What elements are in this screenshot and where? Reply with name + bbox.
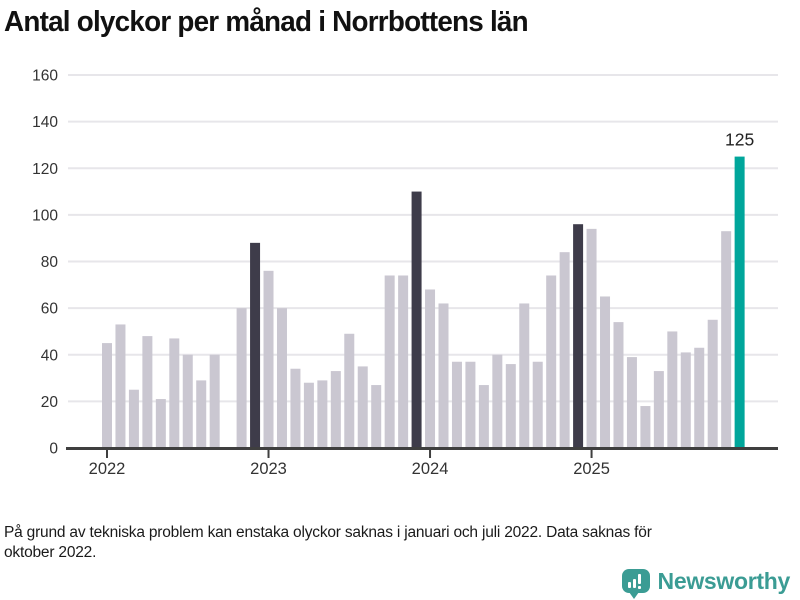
y-axis-tick-label: 100 [32,207,58,224]
y-axis-tick-label: 60 [41,301,59,318]
bar [613,322,624,449]
bar [680,352,691,449]
bar [209,354,220,449]
bar [128,389,139,449]
highlighted-bar-december [573,224,584,449]
highlighted-bar-december [411,191,422,449]
x-axis-tick-label: 2025 [573,460,610,478]
bar [290,368,301,449]
x-axis-tick [590,450,593,458]
chart-title: Antal olyckor per månad i Norrbottens lä… [4,6,529,38]
bar [586,228,597,449]
bar [115,324,126,449]
bar [263,270,274,449]
x-axis-tick-label: 2024 [412,460,449,478]
bar [142,336,153,449]
bar [102,343,112,449]
bar [169,338,180,449]
bar [196,380,207,449]
y-axis-tick-label: 80 [41,254,59,271]
bar [155,399,166,449]
newsworthy-bubble-chart-icon [621,568,650,599]
bar [398,275,409,449]
highlighted-bar-december [250,242,261,449]
bar [236,308,247,449]
bar [505,364,516,449]
bar [694,347,705,449]
bar [384,275,395,449]
bar [653,371,664,449]
bar [546,275,557,449]
bar [667,331,678,449]
current-month-bar [734,156,745,449]
bar [721,231,732,449]
y-axis-tick-label: 160 [32,68,58,85]
bar [559,252,570,449]
bar [640,406,651,449]
speech-bubble-shape [621,568,650,593]
bar [519,303,530,449]
x-axis-tick-label: 2022 [89,460,126,478]
x-axis-tick [267,450,270,458]
bar [371,385,382,449]
speech-bubble-tail [628,591,639,599]
newsworthy-wordmark: Newsworthy [657,567,791,594]
x-axis-line [66,447,778,450]
y-axis-tick-label: 40 [41,347,59,364]
bar [317,380,328,449]
y-axis-tick-label: 20 [41,394,59,411]
bar [182,354,193,449]
bar [478,385,489,449]
footnote-line-2: oktober 2022. [4,544,97,562]
bar [438,303,449,449]
bar [451,361,462,449]
bar [707,319,718,449]
bar [344,333,355,449]
bar [492,354,503,449]
bar [600,296,611,449]
x-axis-tick-label: 2023 [250,460,287,478]
current-value-label: 125 [725,130,754,150]
bar [532,361,543,449]
footnote-line-1: På grund av tekniska problem kan enstaka… [4,524,652,541]
bar [465,361,476,449]
y-axis-tick-label: 0 [49,441,58,458]
y-axis-tick-label: 140 [32,114,58,131]
chart-footnote: På grund av tekniska problem kan enstaka… [4,523,784,563]
bar [303,382,314,449]
x-axis-tick [106,450,108,458]
x-axis-tick [429,450,432,458]
bar [330,371,341,449]
newsworthy-logo: Newsworthy [621,565,791,599]
bar [276,308,287,449]
bar [357,366,368,449]
bar [425,289,436,449]
y-axis-tick-label: 120 [32,161,58,178]
bar [626,357,637,449]
